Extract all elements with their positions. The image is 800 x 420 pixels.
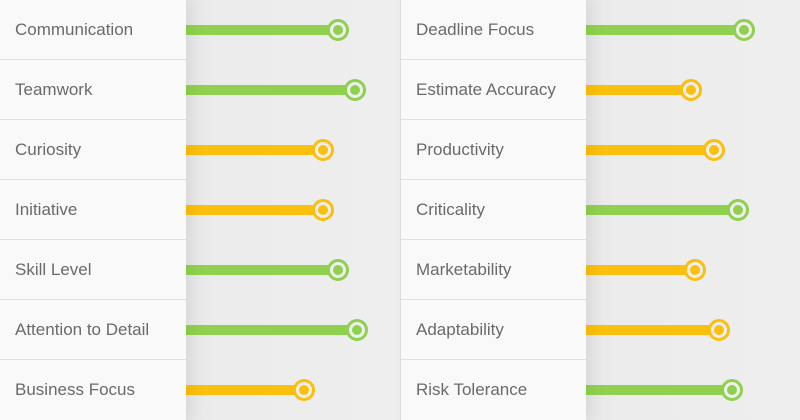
skill-level-bar bbox=[586, 385, 732, 395]
skill-label: Initiative bbox=[0, 180, 186, 240]
skill-level-handle[interactable] bbox=[346, 319, 368, 341]
skill-level-bar bbox=[586, 25, 744, 35]
skill-level-handle[interactable] bbox=[344, 79, 366, 101]
skill-bar-row bbox=[186, 0, 400, 60]
skill-level-bar bbox=[186, 385, 304, 395]
skill-level-handle[interactable] bbox=[680, 79, 702, 101]
skill-label: Teamwork bbox=[0, 60, 186, 120]
skill-level-handle[interactable] bbox=[293, 379, 315, 401]
skills-panel-right: Deadline Focus Estimate Accuracy Productiv… bbox=[400, 0, 800, 420]
skill-bar-row bbox=[186, 60, 400, 120]
skill-bar-row bbox=[586, 120, 800, 180]
skill-level-bar bbox=[186, 205, 323, 215]
skills-panel-left: Communication Teamwork Curiosity Initiative… bbox=[0, 0, 400, 420]
skill-level-bar bbox=[586, 145, 714, 155]
skill-label: Risk Tolerance bbox=[416, 380, 528, 399]
skill-label: Business Focus bbox=[15, 380, 135, 399]
skill-level-bar bbox=[586, 205, 738, 215]
skill-bar-row bbox=[586, 300, 800, 360]
skill-level-handle[interactable] bbox=[727, 199, 749, 221]
skill-bar-row bbox=[186, 180, 400, 240]
skill-level-handle[interactable] bbox=[721, 379, 743, 401]
skill-level-bar bbox=[586, 85, 691, 95]
skill-bars-left bbox=[186, 0, 400, 420]
skill-label: Marketability bbox=[401, 240, 586, 300]
skill-level-bar bbox=[186, 145, 323, 155]
skill-level-handle[interactable] bbox=[703, 139, 725, 161]
skill-bar-row bbox=[186, 360, 400, 420]
skill-label: Skill Level bbox=[0, 240, 186, 300]
skill-bar-row bbox=[586, 360, 800, 420]
skill-level-bar bbox=[186, 85, 355, 95]
skill-bars-right bbox=[586, 0, 800, 420]
skill-level-handle[interactable] bbox=[327, 19, 349, 41]
skill-level-handle[interactable] bbox=[733, 19, 755, 41]
skill-bar-row bbox=[586, 60, 800, 120]
skill-label: Adaptability bbox=[401, 300, 586, 360]
skill-bar-row bbox=[586, 180, 800, 240]
skill-level-bar bbox=[186, 325, 357, 335]
skill-bar-row bbox=[586, 0, 800, 60]
skill-level-handle[interactable] bbox=[312, 139, 334, 161]
skill-bar-row bbox=[586, 240, 800, 300]
skill-level-bar bbox=[586, 325, 719, 335]
skill-level-handle[interactable] bbox=[312, 199, 334, 221]
skill-labels-left: Communication Teamwork Curiosity Initiative… bbox=[0, 0, 186, 420]
skill-label: Communication bbox=[0, 0, 186, 60]
skill-label: Deadline Focus bbox=[401, 0, 586, 60]
skill-label: Attention to Detail bbox=[0, 300, 186, 360]
skill-level-handle[interactable] bbox=[327, 259, 349, 281]
skill-label: Productivity bbox=[401, 120, 586, 180]
skill-level-bar bbox=[186, 25, 338, 35]
skill-level-handle[interactable] bbox=[684, 259, 706, 281]
skill-label: Criticality bbox=[401, 180, 586, 240]
skill-label: Curiosity bbox=[0, 120, 186, 180]
skill-labels-right: Deadline Focus Estimate Accuracy Productiv… bbox=[400, 0, 586, 420]
skill-bar-row bbox=[186, 240, 400, 300]
skill-bar-row bbox=[186, 300, 400, 360]
skill-bar-row bbox=[186, 120, 400, 180]
skill-level-handle[interactable] bbox=[708, 319, 730, 341]
skill-level-bar bbox=[186, 265, 338, 275]
skill-label: Estimate Accuracy bbox=[401, 60, 586, 120]
skill-level-bar bbox=[586, 265, 695, 275]
